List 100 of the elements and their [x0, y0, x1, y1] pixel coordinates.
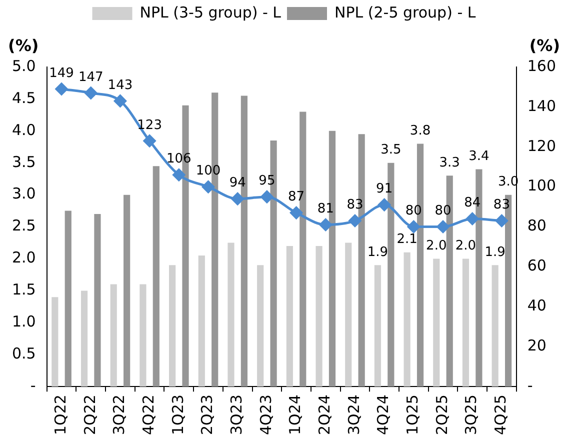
y-tick-label: 0.5 [12, 344, 36, 362]
bar [64, 210, 72, 387]
x-tick-label: 2Q25 [432, 394, 451, 435]
x-tick-label: 2Q23 [198, 394, 216, 435]
x-tick-label: 1Q24 [286, 394, 304, 435]
data-label: 80 [434, 204, 452, 219]
y2-tick-label: - [527, 376, 533, 394]
data-label: 94 [229, 176, 246, 191]
x-tick-label: 4Q23 [256, 394, 275, 435]
data-label: 3.5 [380, 142, 402, 158]
point [407, 220, 420, 234]
x-tick-label: 1Q23 [168, 394, 187, 435]
y2-axis-title: (%) [529, 36, 560, 55]
data-label: 87 [288, 190, 305, 205]
y2-tick-label: 160 [527, 56, 556, 75]
point [114, 94, 126, 108]
point [290, 206, 303, 220]
data-label: 83 [346, 198, 364, 213]
x-tick-label: 3Q24 [344, 394, 363, 435]
bar [257, 265, 264, 387]
bar [169, 265, 176, 387]
data-label: 143 [108, 78, 133, 93]
x-tick-label: 4Q25 [492, 394, 510, 435]
data-label: 91 [376, 182, 393, 197]
data-label: 3.4 [468, 149, 490, 164]
point [348, 214, 362, 228]
x-tick-label: 2Q22 [80, 394, 99, 435]
bar [492, 265, 498, 387]
bar [404, 252, 410, 387]
y2-tick-label: 120 [527, 136, 556, 155]
bar [228, 242, 234, 387]
y2-tick-label: 100 [527, 176, 556, 195]
data-label: 2.0 [426, 238, 447, 254]
data-label: 106 [166, 152, 192, 167]
bar [52, 297, 58, 387]
y-tick-label: 3.5 [12, 152, 36, 171]
y-tick-label: 5.0 [12, 56, 36, 75]
y2-tick-label: 60 [527, 256, 546, 275]
x-tick-label: 1Q22 [51, 394, 70, 435]
y-tick-label: 1.5 [12, 280, 36, 299]
y-tick-label: 3.0 [12, 184, 36, 203]
data-label: 147 [78, 70, 104, 85]
y-tick-label: 2.5 [12, 216, 36, 235]
bar [94, 214, 101, 387]
point [231, 192, 244, 206]
point [172, 168, 186, 182]
bar [110, 284, 117, 387]
point [202, 180, 214, 194]
data-label: 83 [493, 198, 510, 213]
bar [345, 242, 352, 387]
bar [124, 194, 130, 387]
point [495, 214, 508, 228]
y-tick-label: 1.0 [12, 312, 36, 331]
bar [80, 290, 88, 387]
x-tick-label: 3Q23 [227, 394, 246, 435]
y-axis-title: (%) [8, 36, 39, 55]
y2-tick-label: 140 [527, 96, 556, 115]
bar [462, 258, 470, 387]
y2-tick-label: 40 [527, 296, 546, 315]
y2-tick-label: 80 [527, 216, 546, 235]
x-tick-label: 3Q22 [110, 394, 128, 435]
bar [286, 246, 293, 387]
point [143, 134, 156, 148]
bar [140, 284, 146, 387]
y-tick-label: - [30, 376, 36, 394]
point [466, 212, 479, 226]
data-label: 3.3 [439, 156, 460, 171]
x-tick-label: 1Q25 [404, 394, 422, 435]
y2-tick-label: 20 [527, 336, 546, 355]
x-tick-label: 3Q25 [462, 394, 480, 435]
point [55, 82, 68, 96]
data-label: 2.1 [396, 232, 418, 248]
bar [433, 258, 440, 387]
data-label: 100 [196, 164, 221, 179]
y-tick-label: 4.0 [12, 120, 36, 139]
bar [374, 265, 382, 387]
bar [152, 166, 160, 387]
data-label: 95 [258, 174, 276, 189]
data-label: 81 [317, 202, 334, 217]
x-tick-label: 2Q24 [316, 394, 334, 435]
y-tick-label: 4.5 [12, 88, 36, 107]
legend-label: NPL (2-5 group) - L [334, 3, 476, 22]
data-label: 2.0 [455, 238, 476, 254]
bar [316, 246, 322, 387]
point [378, 198, 391, 212]
point [260, 190, 274, 204]
data-label: 80 [405, 204, 422, 219]
point [436, 220, 450, 234]
data-label: 1.9 [484, 245, 506, 260]
x-tick-label: 4Q24 [374, 394, 392, 435]
data-label: 3.8 [410, 124, 431, 139]
x-tick-label: 4Q22 [139, 394, 158, 435]
data-label: 1.9 [367, 245, 388, 260]
legend-label: NPL (3-5 group) - L [140, 3, 282, 22]
data-label: 84 [464, 196, 481, 211]
point [319, 218, 332, 232]
y-tick-label: 2.0 [12, 248, 36, 267]
data-label: 149 [49, 66, 74, 81]
point [84, 86, 98, 100]
bar [198, 256, 205, 387]
